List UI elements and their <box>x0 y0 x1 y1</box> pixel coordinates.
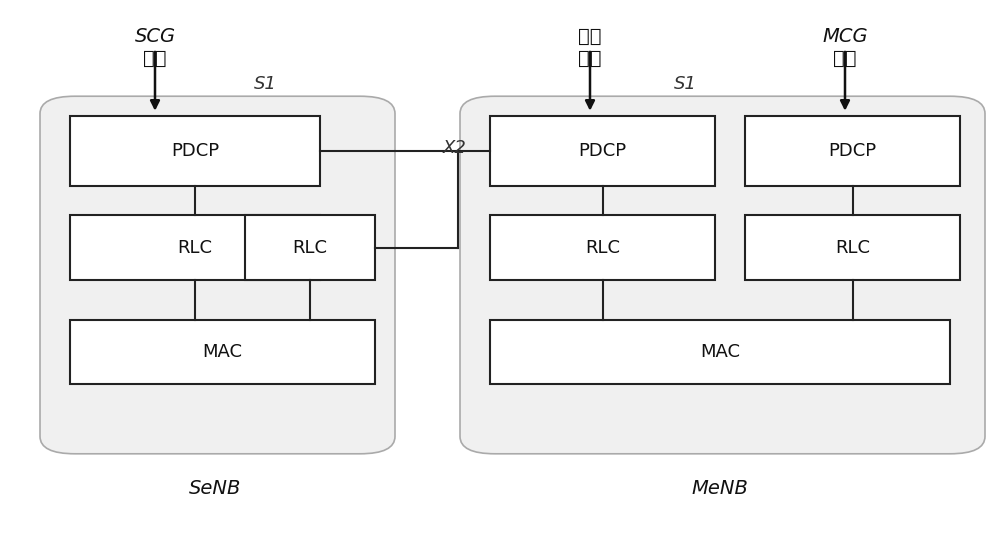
FancyBboxPatch shape <box>245 215 375 280</box>
Text: S1: S1 <box>674 75 696 93</box>
FancyBboxPatch shape <box>490 320 950 384</box>
Text: MAC: MAC <box>202 343 242 361</box>
FancyBboxPatch shape <box>70 320 375 384</box>
Text: PDCP: PDCP <box>171 142 219 160</box>
FancyBboxPatch shape <box>40 96 395 454</box>
Text: RLC: RLC <box>585 239 620 257</box>
Text: PDCP: PDCP <box>828 142 877 160</box>
Text: MeNB: MeNB <box>692 479 748 498</box>
Text: MAC: MAC <box>700 343 740 361</box>
FancyBboxPatch shape <box>490 215 715 280</box>
Text: MCG
承载: MCG 承载 <box>822 27 868 68</box>
FancyBboxPatch shape <box>70 116 320 186</box>
Text: SeNB: SeNB <box>189 479 241 498</box>
FancyBboxPatch shape <box>70 215 320 280</box>
Text: X2: X2 <box>443 139 467 158</box>
Text: S1: S1 <box>254 75 276 93</box>
Text: RLC: RLC <box>178 239 212 257</box>
FancyBboxPatch shape <box>460 96 985 454</box>
FancyBboxPatch shape <box>745 215 960 280</box>
Text: RLC: RLC <box>292 239 328 257</box>
Text: RLC: RLC <box>835 239 870 257</box>
FancyBboxPatch shape <box>745 116 960 186</box>
Text: 分割
承载: 分割 承载 <box>578 27 602 68</box>
FancyBboxPatch shape <box>490 116 715 186</box>
Text: SCG
承载: SCG 承载 <box>134 27 176 68</box>
Text: PDCP: PDCP <box>578 142 627 160</box>
